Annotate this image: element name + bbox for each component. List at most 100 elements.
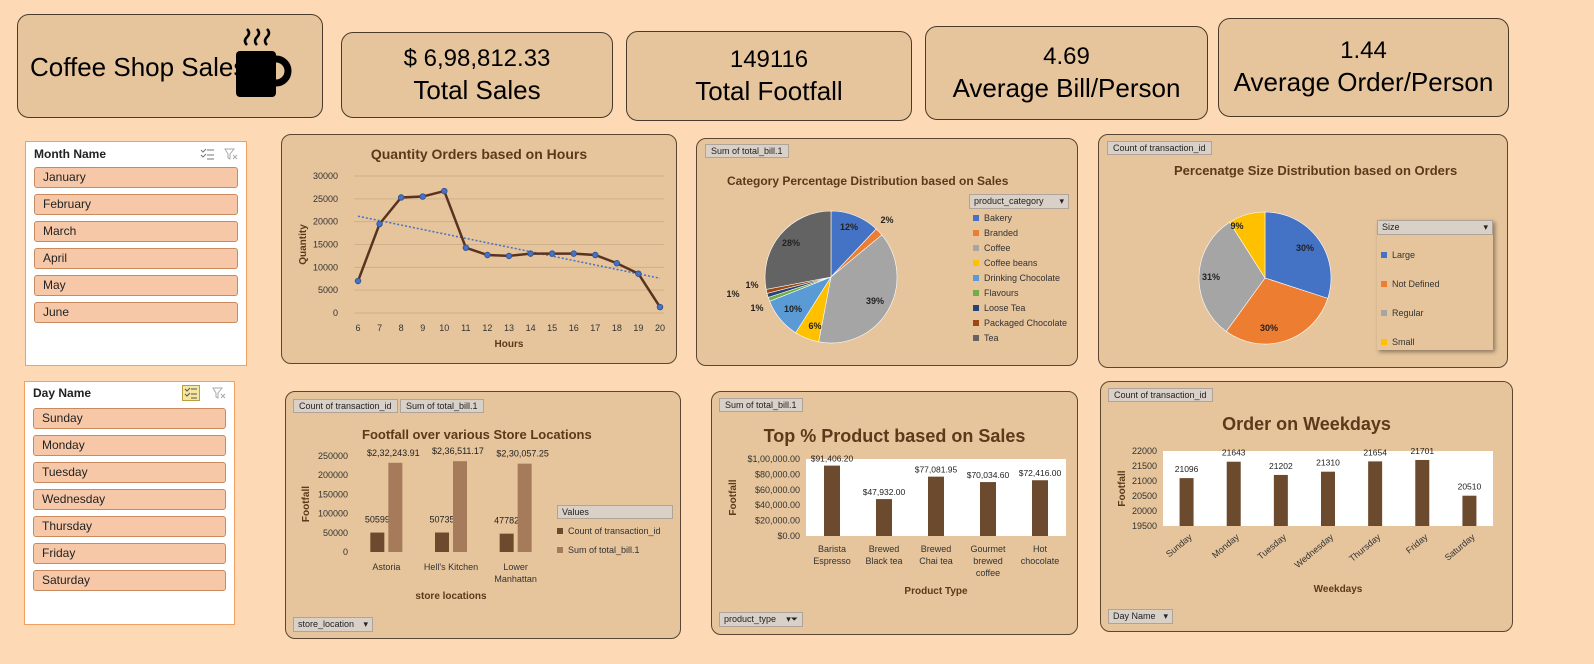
slicer-item-saturday[interactable]: Saturday bbox=[33, 570, 226, 591]
bar-brewed-black-tea bbox=[876, 499, 892, 536]
x-tick-label: 14 bbox=[526, 323, 536, 333]
slicer-item-april[interactable]: April bbox=[34, 248, 238, 269]
bar-data-label: 20510 bbox=[1458, 482, 1482, 492]
legend-filter-product-category[interactable]: product_category ▾ bbox=[969, 194, 1069, 209]
slicer-item-monday[interactable]: Monday bbox=[33, 435, 226, 456]
bar-thursday bbox=[1368, 461, 1383, 526]
category-pie-chart[interactable]: Sum of total_bill.1 Category Percentage … bbox=[696, 138, 1078, 366]
slicer-item-may[interactable]: May bbox=[34, 275, 238, 296]
clear-filter-icon[interactable] bbox=[212, 387, 226, 399]
slicer-item-friday[interactable]: Friday bbox=[33, 543, 226, 564]
slicer-item-wednesday[interactable]: Wednesday bbox=[33, 489, 226, 510]
legend-label: Bakery bbox=[984, 212, 1013, 223]
legend-filter-label: product_category bbox=[974, 196, 1044, 206]
legend-swatch bbox=[1381, 309, 1387, 316]
pie-data-label: 10% bbox=[784, 304, 802, 314]
slicer-item-tuesday[interactable]: Tuesday bbox=[33, 462, 226, 483]
legend-swatch bbox=[973, 289, 979, 296]
bar-data-label: 21310 bbox=[1316, 458, 1340, 468]
dashboard-title: Coffee Shop Sales bbox=[30, 52, 247, 82]
legend-item-tea: Tea bbox=[973, 330, 1067, 345]
y-tick-label: 20000 bbox=[1132, 506, 1157, 516]
slicer-item-january[interactable]: January bbox=[34, 167, 238, 188]
bar-sunday bbox=[1179, 478, 1194, 526]
kpi-average-bill: 4.69 Average Bill/Person bbox=[925, 26, 1208, 120]
day-name-filter[interactable]: Day Name ▾ bbox=[1108, 609, 1173, 624]
y-tick-label: 22000 bbox=[1132, 446, 1157, 456]
y-axis-label: Quantity bbox=[298, 224, 309, 265]
x-tick-label: Gourmet bbox=[970, 544, 1006, 554]
bar-data-label: $47,932.00 bbox=[863, 487, 906, 497]
y-axis-label: Footfall bbox=[728, 479, 739, 515]
slicer-header: Day Name bbox=[25, 382, 234, 404]
weekday-order-chart[interactable]: Count of transaction_id Order on Weekday… bbox=[1100, 381, 1513, 632]
slicer-item-june[interactable]: June bbox=[34, 302, 238, 323]
slicer-item-march[interactable]: March bbox=[34, 221, 238, 242]
data-point bbox=[527, 250, 534, 257]
chart-title: Top % Product based on Sales bbox=[763, 426, 1026, 446]
value-field-chip[interactable]: Count of transaction_id bbox=[293, 399, 398, 413]
chart-title: Footfall over various Store Locations bbox=[362, 427, 592, 442]
bar-count-of-transaction-id-astoria bbox=[370, 532, 385, 552]
data-point bbox=[484, 251, 491, 259]
pie-data-label: 39% bbox=[866, 296, 884, 306]
product-type-filter[interactable]: product_type ▾⏷ bbox=[719, 612, 803, 627]
bar-data-label: $2,30,057.25 bbox=[496, 449, 549, 459]
pie-chart-svg: 30% 30% 31% 9% bbox=[1198, 211, 1332, 345]
x-tick-label: Wednesday bbox=[1293, 532, 1336, 570]
bar-data-label: 50599 bbox=[365, 515, 390, 525]
legend-swatch bbox=[973, 244, 979, 251]
bar-brewed-chai-tea bbox=[928, 476, 944, 536]
x-tick-label: Chai tea bbox=[919, 556, 953, 566]
size-pie-chart[interactable]: Count of transaction_id Percenatge Size … bbox=[1098, 134, 1508, 368]
x-tick-label: Monday bbox=[1210, 532, 1241, 561]
x-tick-label: 9 bbox=[420, 323, 425, 333]
coffee-cup-icon bbox=[236, 28, 292, 97]
x-tick-label: Black tea bbox=[865, 556, 902, 566]
clear-filter-icon[interactable] bbox=[224, 148, 238, 160]
top-product-chart[interactable]: Sum of total_bill.1 Top % Product based … bbox=[711, 391, 1078, 635]
legend-label: Small bbox=[1392, 336, 1415, 347]
series-line bbox=[356, 189, 662, 308]
value-field-chip[interactable]: Count of transaction_id bbox=[1107, 141, 1212, 155]
bar-wednesday bbox=[1321, 471, 1335, 526]
y-tick-label: 20000 bbox=[313, 217, 338, 227]
value-field-chip[interactable]: Sum of total_bill.1 bbox=[705, 144, 789, 158]
data-point bbox=[656, 303, 664, 311]
bar-sum-of-total-bill-1-astoria bbox=[388, 462, 403, 552]
kpi-label: Total Footfall bbox=[695, 75, 843, 106]
slicer-item-thursday[interactable]: Thursday bbox=[33, 516, 226, 537]
data-point bbox=[592, 251, 599, 259]
hourly-quantity-chart[interactable]: Quantity Orders based on Hours 30000 2500… bbox=[281, 134, 677, 364]
bar-saturday bbox=[1462, 495, 1477, 526]
data-point bbox=[441, 187, 448, 195]
y-tick-label: $20,000.00 bbox=[755, 516, 800, 526]
x-tick-label: 7 bbox=[377, 323, 382, 333]
y-axis-label: Footfall bbox=[301, 486, 312, 522]
size-legend-box: Size ▾ Large Not Defined Regular Small bbox=[1377, 220, 1493, 350]
bar-data-label: $72,416.00 bbox=[1019, 468, 1062, 478]
slicer-item-february[interactable]: February bbox=[34, 194, 238, 215]
x-tick-label: 11 bbox=[461, 323, 470, 333]
x-tick-label: Saturday bbox=[1443, 532, 1477, 563]
pie-data-label: 1% bbox=[750, 303, 763, 313]
value-field-chip[interactable]: Sum of total_bill.1 bbox=[400, 399, 484, 413]
multi-select-icon[interactable] bbox=[182, 385, 200, 401]
legend-filter-size[interactable]: Size ▾ bbox=[1377, 220, 1493, 235]
store-location-chart[interactable]: Count of transaction_id Sum of total_bil… bbox=[285, 391, 681, 639]
slicer-title: Day Name bbox=[33, 386, 92, 400]
value-field-chip[interactable]: Count of transaction_id bbox=[1108, 388, 1213, 402]
x-tick-label: coffee bbox=[976, 568, 1000, 578]
value-field-chip[interactable]: Sum of total_bill.1 bbox=[719, 398, 803, 412]
legend-label: Large bbox=[1392, 249, 1416, 260]
store-location-filter[interactable]: store_location ▾ bbox=[293, 617, 373, 632]
legend-label: Coffee bbox=[984, 242, 1011, 253]
filter-label: store_location bbox=[298, 619, 355, 629]
multi-select-icon[interactable] bbox=[200, 148, 214, 160]
x-tick-label: Brewed bbox=[921, 544, 952, 554]
pie-slice-not-defined bbox=[1225, 277, 1329, 345]
y-tick-label: 250000 bbox=[318, 451, 348, 461]
pie-data-label: 30% bbox=[1296, 243, 1314, 253]
legend-label: Count of transaction_id bbox=[568, 525, 661, 536]
slicer-item-sunday[interactable]: Sunday bbox=[33, 408, 226, 429]
